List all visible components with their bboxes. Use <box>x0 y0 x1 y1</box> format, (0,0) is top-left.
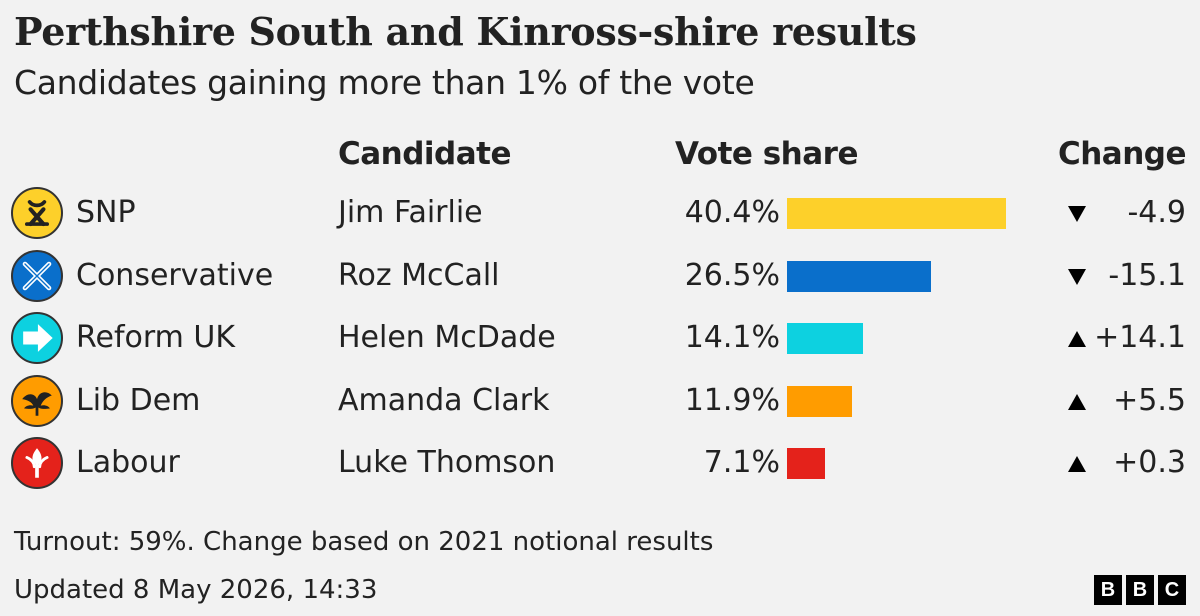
snp-icon <box>11 187 63 239</box>
bbc-logo-letter: B <box>1094 575 1122 605</box>
party-name: Conservative <box>76 257 274 293</box>
change-value: -4.9 <box>1127 195 1186 230</box>
candidate-name: Luke Thomson <box>338 445 556 480</box>
vote-share-label: 7.1% <box>703 445 780 480</box>
vote-share-bar <box>787 260 931 292</box>
change-value: +14.1 <box>1094 320 1186 355</box>
chart-title: Perthshire South and Kinross-shire resul… <box>14 9 917 54</box>
change-down-arrow-icon <box>1067 205 1087 223</box>
lib-dem-icon <box>11 374 63 427</box>
vote-share-bar <box>787 323 863 354</box>
result-row: Labour Luke Thomson 7.1% +0.3 <box>0 433 1200 495</box>
result-row: Lib Dem Amanda Clark 11.9% +5.5 <box>0 371 1200 433</box>
candidate-name: Roz McCall <box>338 257 500 293</box>
bbc-logo-letter: C <box>1158 575 1186 605</box>
result-row: Reform UK Helen McDade 14.1% +14.1 <box>0 308 1200 370</box>
header-change: Change <box>1057 136 1187 172</box>
chart-subtitle: Candidates gaining more than 1% of the v… <box>14 63 755 102</box>
party-name: SNP <box>76 195 136 230</box>
change-value: +0.3 <box>1113 445 1186 480</box>
header-vote-share: Vote share <box>675 136 858 172</box>
vote-share-label: 11.9% <box>684 382 780 418</box>
vote-share-bar <box>787 198 1006 229</box>
reform-icon <box>11 312 63 364</box>
turnout-note: Turnout: 59%. Change based on 2021 notio… <box>14 527 714 557</box>
change-up-arrow-icon <box>1067 455 1087 473</box>
change-value: -15.1 <box>1108 257 1186 293</box>
change-up-arrow-icon <box>1067 393 1087 411</box>
change-up-arrow-icon <box>1067 330 1087 348</box>
vote-share-bar <box>787 448 825 479</box>
vote-share-label: 26.5% <box>684 257 780 293</box>
party-name: Reform UK <box>76 320 236 355</box>
result-row: SNP Jim Fairlie 40.4% -4.9 <box>0 183 1200 245</box>
vote-share-bar <box>787 385 852 417</box>
change-down-arrow-icon <box>1067 268 1087 286</box>
candidate-name: Helen McDade <box>338 320 556 355</box>
bbc-logo-letter: B <box>1126 575 1154 605</box>
party-name: Lib Dem <box>76 382 201 418</box>
bbc-logo: B B C <box>1094 575 1186 605</box>
party-name: Labour <box>76 445 180 480</box>
header-candidate: Candidate <box>338 136 512 172</box>
updated-timestamp: Updated 8 May 2026, 14:33 <box>14 575 378 605</box>
result-row: Conservative Roz McCall 26.5% -15.1 <box>0 246 1200 308</box>
candidate-name: Amanda Clark <box>338 382 550 418</box>
change-value: +5.5 <box>1113 382 1186 418</box>
candidate-name: Jim Fairlie <box>338 195 483 230</box>
conservative-icon <box>11 249 63 302</box>
labour-icon <box>11 437 63 489</box>
vote-share-label: 14.1% <box>684 320 780 355</box>
vote-share-label: 40.4% <box>684 195 780 230</box>
